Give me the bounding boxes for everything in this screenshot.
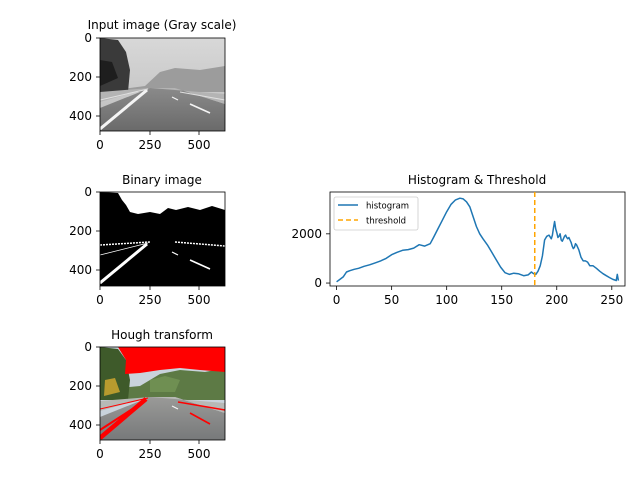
ytick-label: 400: [69, 418, 92, 432]
panel-binary-image: Binary image 0 250 500 0: [69, 173, 226, 307]
xtick-label: 200: [545, 293, 568, 307]
ytick-label: 400: [69, 109, 92, 123]
ytick-label: 0: [84, 31, 92, 45]
ytick-label: 0: [314, 276, 322, 290]
xtick-label: 250: [139, 447, 162, 461]
title-input-image: Input image (Gray scale): [88, 18, 237, 32]
ticks-input-image: 0 250 500 0 200 400: [69, 31, 210, 152]
panel-input-image: Input image (Gray scale) 0 2: [69, 18, 236, 152]
title-histogram: Histogram & Threshold: [408, 173, 546, 187]
ytick-label: 0: [84, 340, 92, 354]
legend-label-threshold: threshold: [366, 217, 406, 227]
series-histogram: [336, 192, 620, 286]
ticks-binary-image: 0 250 500 0 200 400: [69, 185, 210, 307]
xtick-label: 500: [188, 293, 211, 307]
frame-input-image: [99, 37, 226, 132]
ytick-label: 200: [69, 70, 92, 84]
ytick-label: 200: [69, 224, 92, 238]
title-hough-transform: Hough transform: [111, 328, 213, 342]
title-binary-image: Binary image: [122, 173, 202, 187]
frame-hough-image: [99, 346, 226, 441]
xtick-label: 50: [384, 293, 399, 307]
input-image: [100, 38, 225, 131]
ytick-label: 2000: [291, 227, 322, 241]
hough-image: [100, 347, 225, 440]
ticks-histogram: 0 50 100 150 200 250 0 2000: [291, 227, 623, 307]
ytick-label: 400: [69, 263, 92, 277]
xtick-label: 0: [96, 293, 104, 307]
panel-hough-transform: Hough transform: [69, 328, 226, 461]
xtick-label: 100: [435, 293, 458, 307]
xtick-label: 0: [96, 447, 104, 461]
xtick-label: 500: [188, 447, 211, 461]
legend-label-histogram: histogram: [366, 202, 409, 212]
frame-binary-image: [99, 191, 226, 287]
ytick-label: 0: [84, 185, 92, 199]
xtick-label: 0: [333, 293, 341, 307]
ticks-hough-transform: 0 250 500 0 200 400: [69, 340, 210, 461]
xtick-label: 250: [139, 293, 162, 307]
xtick-label: 250: [139, 138, 162, 152]
xtick-label: 150: [490, 293, 513, 307]
legend: histogram threshold: [333, 196, 419, 231]
xtick-label: 0: [96, 138, 104, 152]
xtick-label: 250: [600, 293, 623, 307]
binary-image: [100, 192, 225, 286]
histogram-line: [336, 197, 620, 283]
ytick-label: 200: [69, 379, 92, 393]
panel-histogram: Histogram & Threshold 0 50 100 150 200 250 0 20…: [291, 173, 626, 307]
xtick-label: 500: [188, 138, 211, 152]
